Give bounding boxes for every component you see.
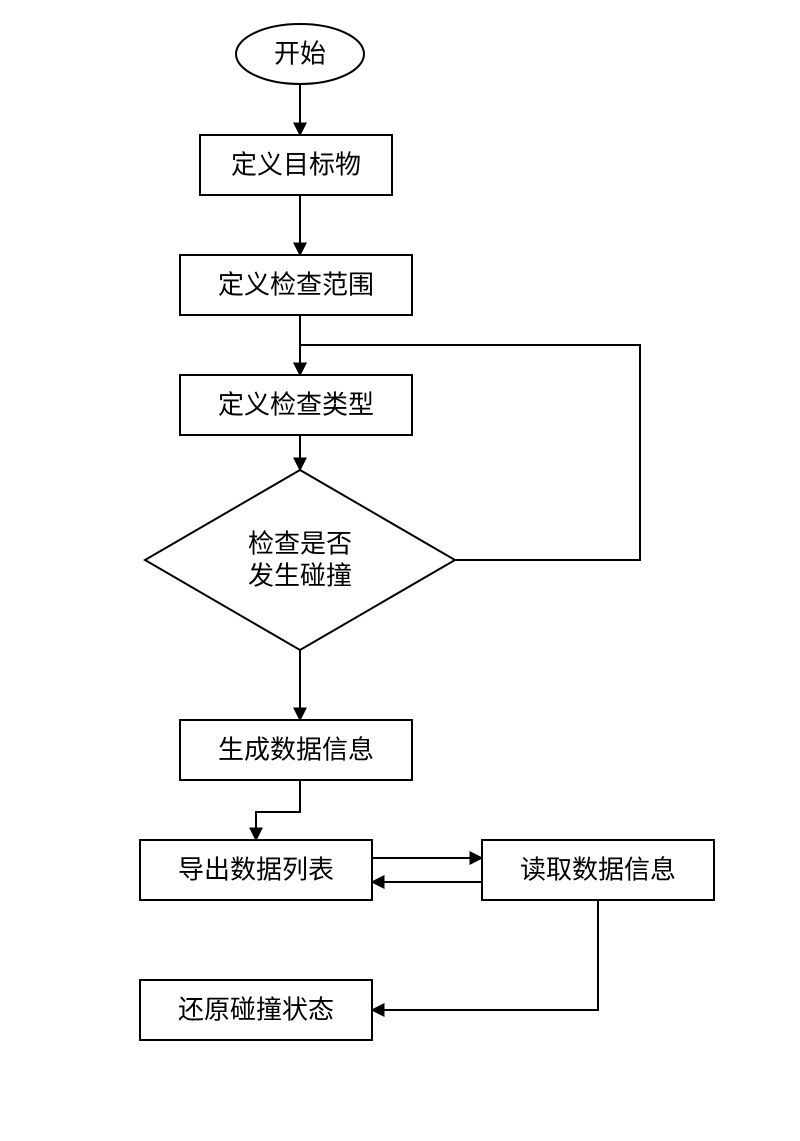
node-n8-label: 还原碰撞状态 — [178, 996, 334, 1025]
node-n8: 还原碰撞状态 — [140, 980, 372, 1040]
nodes-group: 开始定义目标物定义检查范围定义检查类型生成数据信息导出数据列表 读取数据信息还原碰… — [140, 24, 714, 1040]
node-n2: 定义检查范围 — [180, 255, 412, 315]
edge-e7 — [372, 900, 598, 1010]
node-start: 开始 — [236, 24, 364, 84]
flowchart-canvas: 开始定义目标物定义检查范围定义检查类型生成数据信息导出数据列表 读取数据信息还原碰… — [0, 0, 800, 1141]
node-n7: 读取数据信息 — [482, 840, 714, 900]
node-decision-label-1: 检查是否 — [248, 530, 352, 559]
node-n1-label: 定义目标物 — [231, 151, 361, 180]
node-n7-label: 读取数据信息 — [520, 856, 676, 885]
node-decision: 检查是否发生碰撞 — [145, 470, 455, 650]
node-n5-label: 生成数据信息 — [218, 736, 374, 765]
node-n5: 生成数据信息 — [180, 720, 412, 780]
node-n3: 定义检查类型 — [180, 375, 412, 435]
node-n3-label: 定义检查类型 — [218, 391, 374, 420]
edge-e5 — [256, 780, 300, 840]
node-start-label: 开始 — [274, 40, 326, 69]
node-decision-label-2: 发生碰撞 — [248, 562, 352, 591]
node-n6: 导出数据列表 — [140, 840, 372, 900]
node-n1: 定义目标物 — [200, 135, 392, 195]
node-n6-label: 导出数据列表 — [178, 856, 334, 885]
node-n2-label: 定义检查范围 — [218, 271, 374, 300]
